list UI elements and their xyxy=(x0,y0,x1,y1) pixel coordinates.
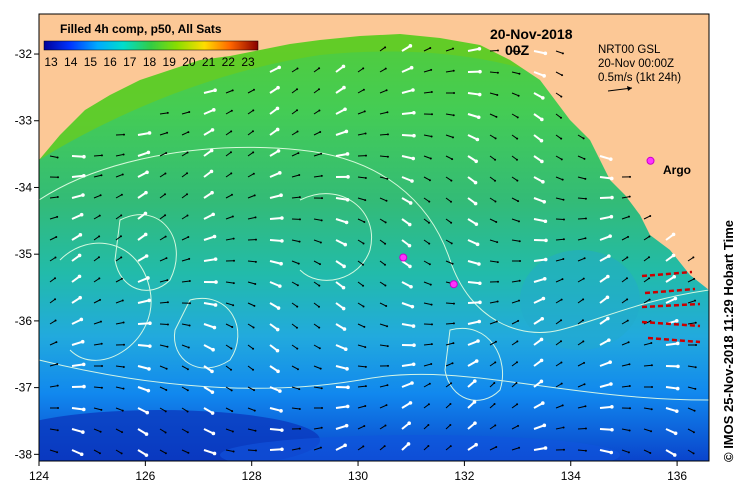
colorbar-tick-label: 21 xyxy=(202,55,216,69)
lon-tick-label: 128 xyxy=(242,469,262,483)
argo-floats xyxy=(399,156,655,289)
colorbar-title: Filled 4h comp, p50, All Sats xyxy=(60,22,222,36)
argo-float-marker xyxy=(449,280,458,289)
plot-frame xyxy=(38,13,710,462)
colorbar-tick-label: 22 xyxy=(222,55,236,69)
longitude-axis: 124 126 128 130 132 134 136 xyxy=(29,461,687,483)
colorbar-tick-label: 15 xyxy=(84,55,98,69)
lat-tick-label: -33 xyxy=(15,114,33,128)
lat-tick-label: -36 xyxy=(15,314,33,328)
argo-float-marker xyxy=(646,156,655,165)
argo-float-marker xyxy=(399,253,408,262)
lat-tick-label: -37 xyxy=(15,381,33,395)
gsl-current-arrows xyxy=(641,270,701,344)
vector-legend: NRT00 GSL 20-Nov 00:00Z 0.5m/s (1kt 24h) xyxy=(598,44,681,92)
imos-credit: © IMOS 25-Nov-2018 11:29 Hobart Time xyxy=(721,220,736,462)
lon-tick-label: 134 xyxy=(561,469,581,483)
lat-tick-label: -32 xyxy=(15,47,33,61)
latitude-axis: -32 -33 -34 -35 -36 -37 -38 xyxy=(15,47,39,461)
colorbar-tick-label: 19 xyxy=(163,55,177,69)
lon-tick-label: 124 xyxy=(29,469,49,483)
lon-tick-label: 136 xyxy=(667,469,687,483)
colorbar-tick-label: 23 xyxy=(241,55,255,69)
legend-scale: 0.5m/s (1kt 24h) xyxy=(598,72,681,84)
lon-tick-label: 126 xyxy=(135,469,155,483)
legend-datetime: 20-Nov 00:00Z xyxy=(598,58,674,70)
colorbar-tick-label: 14 xyxy=(64,55,78,69)
lat-tick-label: -35 xyxy=(15,247,33,261)
argo-label: Argo xyxy=(663,163,691,177)
colorbar: Filled 4h comp, p50, All Sats 13 14 15 16 17… xyxy=(43,22,259,69)
lat-tick-label: -38 xyxy=(15,447,33,461)
map-time: 00Z xyxy=(505,42,530,58)
colorbar-tick-label: 16 xyxy=(103,55,117,69)
legend-source: NRT00 GSL xyxy=(598,44,661,56)
lon-tick-label: 132 xyxy=(454,469,474,483)
colorbar-tick-label: 20 xyxy=(182,55,196,69)
colorbar-tick-label: 13 xyxy=(44,55,58,69)
current-vector-field xyxy=(49,44,697,457)
lat-tick-label: -34 xyxy=(15,180,33,194)
map-date: 20-Nov-2018 xyxy=(490,26,573,42)
colorbar-tick-label: 17 xyxy=(123,55,137,69)
lon-tick-label: 130 xyxy=(348,469,368,483)
colorbar-tick-label: 18 xyxy=(143,55,157,69)
